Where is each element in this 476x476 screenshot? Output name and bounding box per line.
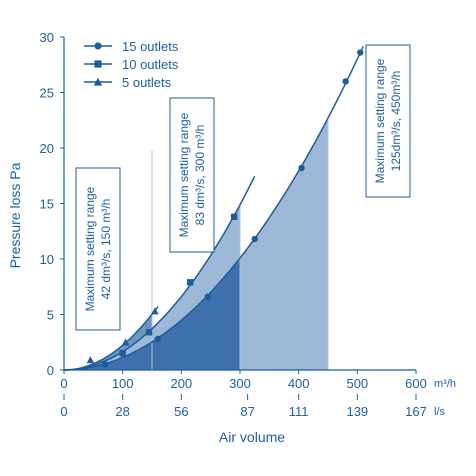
point-circle-1 (154, 335, 162, 343)
range-area-15-under-5 (64, 342, 152, 370)
y-tick-label: 5 (47, 308, 54, 323)
y-tick-label: 10 (40, 252, 54, 267)
point-square-0 (119, 350, 126, 357)
x-tick-label-m3h: 100 (112, 376, 134, 391)
annotation-frame (75, 167, 121, 331)
point-triangle-2 (151, 307, 159, 315)
annotation-line: 125dm³/s, 450m³/h (389, 71, 403, 172)
x-tick-label-ls: 139 (346, 404, 368, 419)
legend-square-marker (94, 60, 102, 68)
x-tick-label-m3h: 200 (170, 376, 192, 391)
legend-label: 5 outlets (122, 75, 172, 90)
annotation-frame (169, 97, 215, 253)
annotation-line: Maximum setting range (83, 186, 97, 311)
legend-entry-1: 15 outlets (84, 39, 179, 54)
legend-triangle-marker (93, 77, 103, 86)
x-tick-label-ls: 87 (240, 404, 254, 419)
annotation-box-2: Maximum setting range 83 dm³/s, 300 m³/h (169, 97, 215, 253)
x-axis-title: Air volume (219, 429, 285, 445)
curve-5-outlets (64, 306, 159, 371)
legend-entry-3: 5 outlets (84, 75, 172, 90)
x-tick-label-ls: 167 (405, 404, 427, 419)
annotation-line: Maximum setting range (373, 58, 387, 183)
x-tick-label-ls: 28 (115, 404, 129, 419)
range-area-15-outlets (240, 118, 328, 370)
legend-label: 10 outlets (122, 57, 179, 72)
annotation-box-3: Maximum setting range 125dm³/s, 450m³/h (365, 44, 411, 198)
x-tick-label-m3h: 0 (60, 376, 67, 391)
y-tick-label: 30 (40, 30, 54, 45)
legend-entry-2: 10 outlets (84, 57, 179, 72)
x-tick-label-m3h: 400 (288, 376, 310, 391)
setting-range-annotations: Maximum setting range 42 dm³/s, 150 m³/hM… (75, 44, 411, 331)
x-tick-label-ls: 111 (289, 404, 309, 419)
point-square-1 (145, 329, 153, 336)
x-tick-label-m3h: 500 (346, 376, 368, 391)
x-unit-primary: m³/h (434, 378, 456, 390)
legend-circle-marker (94, 42, 102, 50)
y-tick-label: 20 (40, 141, 54, 156)
setting-range-areas (64, 118, 328, 370)
annotation-line: Maximum setting range (177, 112, 191, 237)
curve-15-outlets (63, 46, 364, 371)
y-tick-label: 25 (40, 86, 54, 101)
point-circle-6 (357, 49, 364, 56)
point-circle-3 (251, 235, 258, 243)
annotation-frame (365, 44, 411, 198)
series-curves (63, 46, 364, 371)
y-axis-title: Pressure loss Pa (7, 162, 23, 268)
range-area-15-under-10 (152, 258, 240, 370)
annotation-box-1: Maximum setting range 42 dm³/s, 150 m³/h (75, 167, 121, 331)
point-triangle-1 (121, 338, 130, 346)
point-circle-5 (342, 78, 349, 85)
x-unit-secondary: l/s (434, 406, 446, 418)
point-square-2 (186, 279, 194, 286)
y-tick-label: 0 (47, 363, 54, 378)
x-tick-label-m3h: 300 (229, 376, 251, 391)
point-circle-2 (204, 293, 211, 300)
x-tick-label-ls: 56 (174, 404, 188, 419)
point-square-3 (230, 213, 238, 221)
annotation-line: 42 dm³/s, 150 m³/h (99, 199, 113, 300)
y-tick-label: 15 (40, 197, 54, 212)
x-tick-label-m3h: 600 (405, 376, 427, 391)
legend: 15 outlets 10 outlets 5 outlets (84, 39, 179, 90)
legend-label: 15 outlets (122, 39, 179, 54)
curve-10-outlets (63, 175, 256, 371)
point-triangle-0 (86, 356, 95, 364)
point-circle-0 (101, 361, 109, 368)
x-tick-label-ls: 0 (60, 404, 67, 419)
point-circle-4 (298, 164, 305, 172)
series-markers (86, 49, 364, 368)
annotation-line: 83 dm³/s, 300 m³/h (193, 125, 207, 226)
